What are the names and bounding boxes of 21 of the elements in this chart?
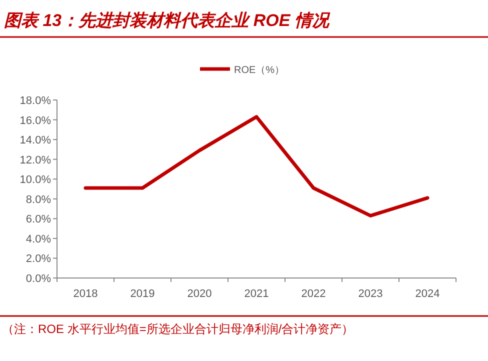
y-tick-label: 16.0%: [20, 114, 52, 127]
x-tick-label: 2022: [301, 288, 326, 300]
y-tick-label: 14.0%: [20, 134, 52, 147]
x-tick-label: 2023: [358, 288, 383, 300]
y-tick-label: 0.0%: [26, 273, 52, 285]
y-tick-label: 12.0%: [20, 154, 52, 166]
title: 图表 13：先进封装材料代表企业 ROE 情况: [4, 11, 329, 30]
legend-label: ROE（%）: [234, 65, 285, 76]
x-tick-label: 2019: [130, 288, 155, 300]
y-tick-label: 2.0%: [26, 253, 52, 266]
y-tick-label: 18.0%: [20, 95, 52, 107]
y-tick-label: 8.0%: [26, 194, 52, 206]
y-tick-label: 6.0%: [26, 214, 52, 226]
y-tick-label: 4.0%: [26, 233, 52, 246]
text: （注：ROE 水平行业均值=所选企业合计归母净利润/合计净资产）: [2, 322, 354, 336]
y-tick-label: 10.0%: [20, 174, 52, 186]
x-tick-label: 2018: [73, 288, 98, 300]
x-tick-label: 2020: [187, 288, 212, 300]
x-tick-label: 2024: [415, 288, 440, 300]
line-series: [84, 115, 430, 218]
x-tick-label: 2021: [244, 288, 269, 300]
